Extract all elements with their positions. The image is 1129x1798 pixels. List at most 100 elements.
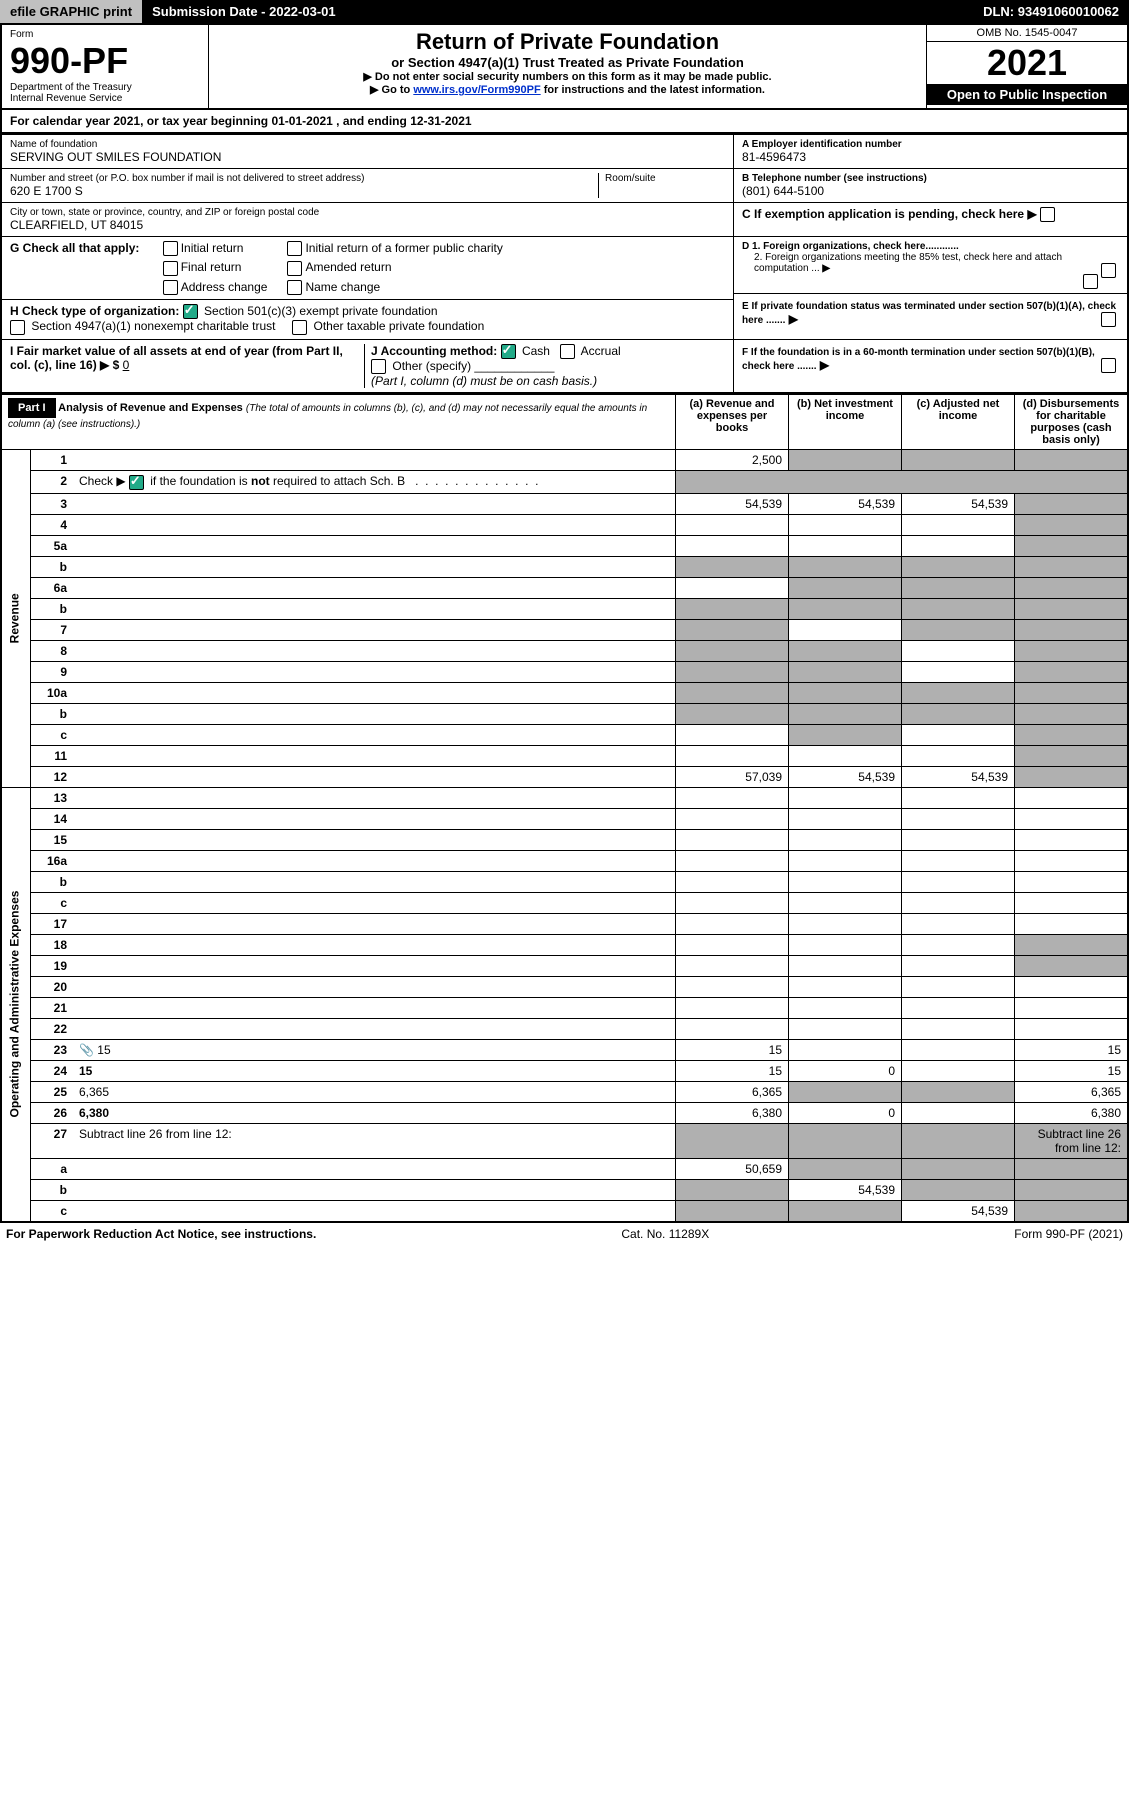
- value-cell-b: 54,539: [789, 766, 902, 787]
- value-cell-d: [1015, 829, 1129, 850]
- value-cell-a: 6,380: [676, 1102, 789, 1123]
- line-number: 16a: [31, 850, 74, 871]
- value-cell-b: [789, 1123, 902, 1158]
- value-cell-a: 54,539: [676, 493, 789, 514]
- table-row: 16a: [1, 850, 1128, 871]
- value-cell-c: [902, 682, 1015, 703]
- e-checkbox[interactable]: [1101, 312, 1116, 327]
- calyear-prefix: For calendar year 2021, or tax year begi…: [10, 114, 271, 128]
- calendar-year-line: For calendar year 2021, or tax year begi…: [0, 110, 1129, 134]
- table-row: b54,539: [1, 1179, 1128, 1200]
- value-cell-d: [1015, 661, 1129, 682]
- footer-left: For Paperwork Reduction Act Notice, see …: [6, 1227, 316, 1241]
- h-other-checkbox[interactable]: [292, 320, 307, 335]
- value-cell-d: [1015, 493, 1129, 514]
- g-name-change-checkbox[interactable]: [287, 280, 302, 295]
- h-4947-checkbox[interactable]: [10, 320, 25, 335]
- value-cell-b: 0: [789, 1102, 902, 1123]
- value-cell-c: [902, 640, 1015, 661]
- line-description: [73, 640, 676, 661]
- line-description: [73, 535, 676, 556]
- table-row: Operating and Administrative Expenses13: [1, 787, 1128, 808]
- h-opt-1: Section 501(c)(3) exempt private foundat…: [204, 304, 437, 318]
- calyear-begin: 01-01-2021: [271, 114, 332, 128]
- value-cell-d: 6,365: [1015, 1081, 1129, 1102]
- form-left-cell: Form 990-PF Department of the Treasury I…: [1, 24, 209, 109]
- c-pending-checkbox[interactable]: [1040, 207, 1055, 222]
- f-checkbox[interactable]: [1101, 358, 1116, 373]
- table-row: 19: [1, 955, 1128, 976]
- g-address-change-checkbox[interactable]: [163, 280, 178, 295]
- line-description: 15: [73, 1060, 676, 1081]
- value-cell-b: [789, 1039, 902, 1060]
- value-cell-b: [789, 619, 902, 640]
- line-number: 25: [31, 1081, 74, 1102]
- part1-title: Analysis of Revenue and Expenses: [58, 402, 243, 414]
- table-row: 20: [1, 976, 1128, 997]
- form-word: Form: [10, 29, 200, 40]
- value-cell-c: [902, 934, 1015, 955]
- line-description: [73, 682, 676, 703]
- value-cell-b: [789, 640, 902, 661]
- g-final-return-checkbox[interactable]: [163, 261, 178, 276]
- value-cell-a: [676, 745, 789, 766]
- schb-not-required-checkbox[interactable]: [129, 475, 144, 490]
- table-row: 9: [1, 661, 1128, 682]
- line-description: [73, 955, 676, 976]
- value-cell-d: 15: [1015, 1060, 1129, 1081]
- col-b-header: (b) Net investment income: [789, 395, 902, 450]
- header-right: OMB No. 1545-0047 2021 Open to Public In…: [927, 24, 1129, 109]
- value-cell-c: [902, 619, 1015, 640]
- value-cell-c: [902, 1060, 1015, 1081]
- value-cell-c: [902, 514, 1015, 535]
- value-cell-c: 54,539: [902, 493, 1015, 514]
- table-row: 23📎 151515: [1, 1039, 1128, 1060]
- table-row: 2Check ▶ if the foundation is not requir…: [1, 471, 1128, 493]
- line-number: b: [31, 703, 74, 724]
- line-number: 22: [31, 1018, 74, 1039]
- line-number: b: [31, 1179, 74, 1200]
- value-cell-d: [1015, 850, 1129, 871]
- line-description: [73, 577, 676, 598]
- city-value: CLEARFIELD, UT 84015: [10, 218, 725, 232]
- g-initial-return-checkbox[interactable]: [163, 241, 178, 256]
- g-amended-checkbox[interactable]: [287, 261, 302, 276]
- attachment-icon[interactable]: 📎: [79, 1043, 94, 1057]
- h-opt-2: Section 4947(a)(1) nonexempt charitable …: [31, 319, 275, 333]
- identification-block: Name of foundation SERVING OUT SMILES FO…: [0, 134, 1129, 394]
- line-description: [73, 598, 676, 619]
- value-cell-a: [676, 619, 789, 640]
- g-initial-former-checkbox[interactable]: [287, 241, 302, 256]
- line-number: 20: [31, 976, 74, 997]
- value-cell-d: [1015, 1179, 1129, 1200]
- value-cell-d: [1015, 913, 1129, 934]
- value-cell-d: Subtract line 26 from line 12:: [1015, 1123, 1129, 1158]
- value-cell-c: [902, 1039, 1015, 1060]
- value-cell-a: 6,365: [676, 1081, 789, 1102]
- value-cell-a: [676, 976, 789, 997]
- d2-label: 2. Foreign organizations meeting the 85%…: [754, 252, 1062, 274]
- h-501c3-checkbox[interactable]: [183, 304, 198, 319]
- value-cell-d: [1015, 577, 1129, 598]
- value-cell-b: [789, 724, 902, 745]
- line-description: 📎 15: [73, 1039, 676, 1060]
- value-cell-b: [789, 829, 902, 850]
- form990pf-link[interactable]: www.irs.gov/Form990PF: [413, 84, 540, 96]
- value-cell-c: 54,539: [902, 1200, 1015, 1222]
- value-cell-d: [1015, 619, 1129, 640]
- value-cell-a: [676, 598, 789, 619]
- table-row: b: [1, 556, 1128, 577]
- value-cell-b: [789, 745, 902, 766]
- j-other-checkbox[interactable]: [371, 359, 386, 374]
- value-cell-a: [676, 955, 789, 976]
- line-number: 9: [31, 661, 74, 682]
- j-accrual-checkbox[interactable]: [560, 344, 575, 359]
- j-cash: Cash: [522, 344, 550, 358]
- value-cell-d: [1015, 871, 1129, 892]
- efile-graphic-print[interactable]: efile GRAPHIC print: [0, 0, 142, 23]
- value-cell-a: [676, 892, 789, 913]
- d2-checkbox[interactable]: [1083, 274, 1098, 289]
- d1-checkbox[interactable]: [1101, 263, 1116, 278]
- j-cash-checkbox[interactable]: [501, 344, 516, 359]
- page-footer: For Paperwork Reduction Act Notice, see …: [0, 1223, 1129, 1245]
